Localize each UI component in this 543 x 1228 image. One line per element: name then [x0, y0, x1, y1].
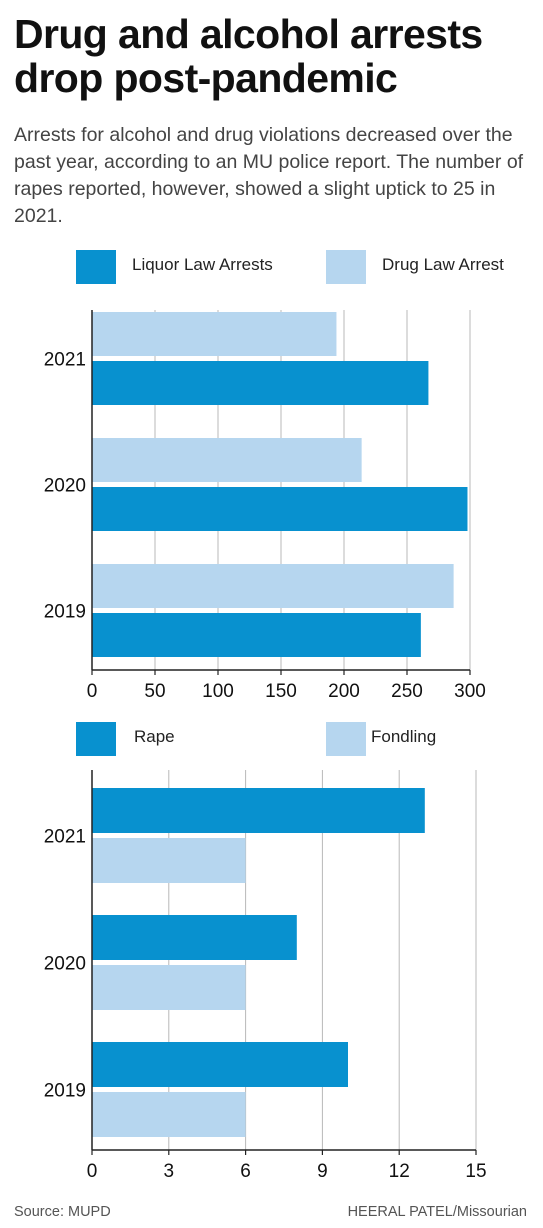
- x-tick-label: 0: [87, 681, 98, 702]
- bar-rape-2020: [92, 915, 297, 960]
- x-tick-label: 300: [454, 681, 486, 702]
- bar-fondling-2021: [92, 838, 246, 883]
- source-note: Source: MUPD: [14, 1204, 111, 1220]
- legend-swatch-drug: [326, 250, 366, 284]
- legend-swatch-rape: [76, 722, 116, 756]
- x-tick-label: 150: [265, 681, 297, 702]
- x-tick-label: 250: [391, 681, 423, 702]
- bar-rape-2019: [92, 1042, 348, 1087]
- chart-title: Drug and alcohol arrests drop post-pande…: [14, 11, 483, 101]
- x-tick-label: 12: [389, 1161, 410, 1182]
- category-label: 2020: [44, 476, 86, 497]
- bar-rape-2021: [92, 788, 425, 833]
- arrests-bar-chart: 2021 2020 2019 0 50 100 150 200 250 300: [44, 310, 486, 702]
- chart-subtitle: Arrests for alcohol and drug violations …: [14, 124, 524, 227]
- x-tick-label: 3: [164, 1161, 175, 1182]
- bar-drug-law-arrest-2021: [92, 312, 337, 356]
- legend-label-liquor: Liquor Law Arrests: [132, 255, 273, 274]
- x-tick-label: 9: [317, 1161, 328, 1182]
- x-tick-label: 6: [240, 1161, 251, 1182]
- x-tick-label: 0: [87, 1161, 98, 1182]
- bar-liquor-law-arrests-2020: [92, 487, 468, 531]
- x-tick-label: 200: [328, 681, 360, 702]
- legend-label-rape: Rape: [134, 727, 175, 746]
- category-label: 2021: [44, 350, 86, 371]
- bar-drug-law-arrest-2020: [92, 438, 362, 482]
- category-label: 2020: [44, 954, 86, 975]
- bar-liquor-law-arrests-2019: [92, 613, 421, 657]
- bar-liquor-law-arrests-2021: [92, 361, 429, 405]
- category-label: 2019: [44, 602, 86, 623]
- legend-label-fondling: Fondling: [371, 727, 437, 746]
- x-tick-label: 50: [144, 681, 165, 702]
- category-label: 2019: [44, 1081, 86, 1102]
- legend-swatch-liquor: [76, 250, 116, 284]
- sex-offenses-bar-chart: 2021 2020 2019 0 3 6 9 12 15: [44, 770, 487, 1182]
- bar-fondling-2019: [92, 1092, 246, 1137]
- x-tick-label: 100: [202, 681, 234, 702]
- credit-note: HEERAL PATEL/Missourian: [347, 1204, 527, 1220]
- legend-swatch-fondling: [326, 722, 366, 756]
- legend-label-drug: Drug Law Arrest: [382, 255, 504, 274]
- category-label: 2021: [44, 827, 86, 848]
- x-tick-label: 15: [465, 1161, 486, 1182]
- bar-drug-law-arrest-2019: [92, 564, 454, 608]
- bar-fondling-2020: [92, 965, 246, 1010]
